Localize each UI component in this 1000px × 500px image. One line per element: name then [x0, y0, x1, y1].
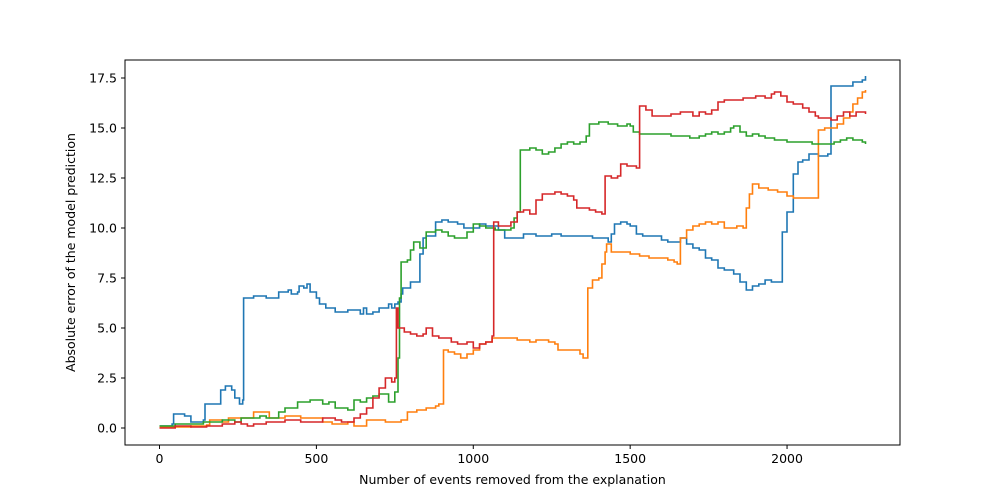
x-axis-label: Number of events removed from the explan…: [359, 472, 666, 487]
x-axis-ticks: 0 500 1000 1500 2000: [156, 445, 803, 466]
x-tick-label: 1500: [614, 451, 646, 466]
y-tick-label: 0.0: [97, 421, 117, 436]
y-axis-ticks: 0.0 2.5 5.0 7.5 10.0 12.5 15.0 17.5: [89, 71, 125, 436]
x-tick-label: 500: [304, 451, 328, 466]
y-tick-label: 7.5: [97, 271, 117, 286]
x-tick-label: 0: [156, 451, 164, 466]
plot-frame: [124, 59, 901, 446]
x-tick-label: 1000: [457, 451, 489, 466]
series-layer: [159, 76, 867, 429]
y-axis-label: Absolute error of the model prediction: [63, 133, 78, 372]
y-tick-label: 15.0: [89, 121, 117, 136]
y-tick-label: 10.0: [89, 221, 117, 236]
series-line-1: [159, 76, 867, 427]
y-tick-label: 5.0: [97, 321, 117, 336]
series-line-3: [159, 121, 867, 427]
x-tick-label: 2000: [771, 451, 803, 466]
y-tick-label: 17.5: [89, 71, 117, 86]
series-line-4: [159, 91, 867, 429]
y-tick-label: 12.5: [89, 171, 117, 186]
y-tick-label: 2.5: [97, 371, 117, 386]
